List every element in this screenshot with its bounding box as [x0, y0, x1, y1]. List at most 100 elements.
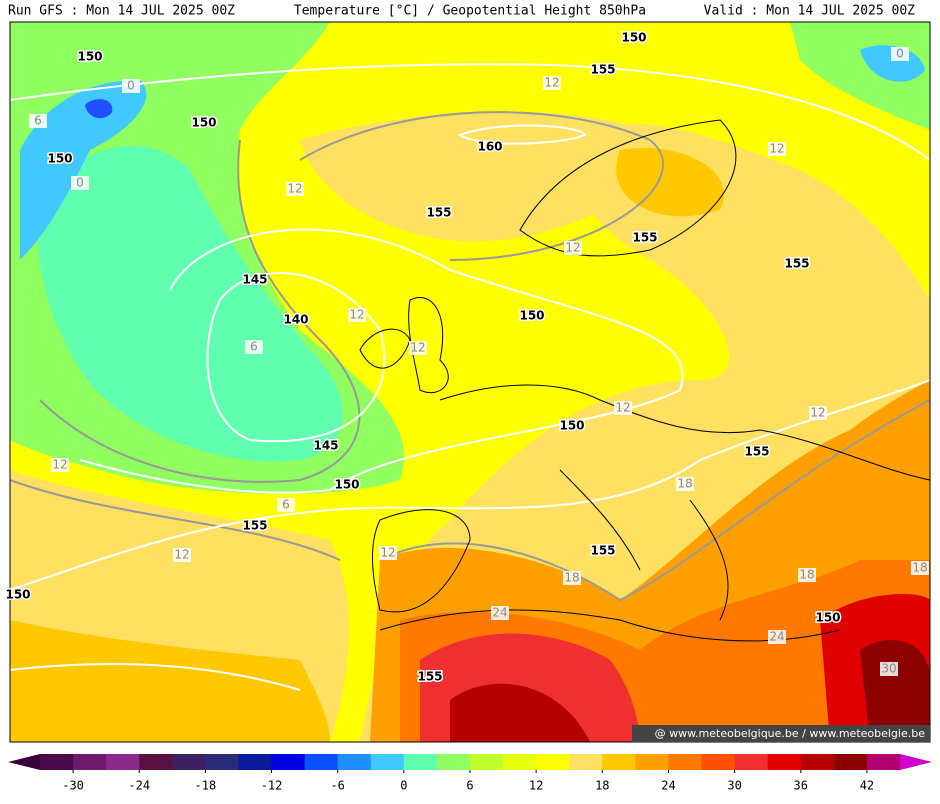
isotherm [10, 479, 341, 561]
temperature-label: 12 [769, 142, 784, 156]
height-contour [79, 228, 684, 494]
temperature-label: 0 [896, 47, 904, 61]
run-label: Run GFS : Mon 14 JUL 2025 00Z [8, 4, 235, 19]
coastline [372, 509, 471, 613]
colorbar-tick-label: 30 [727, 779, 741, 793]
temperature-label: 12 [52, 458, 67, 472]
colorbar-tick-label: 12 [529, 779, 543, 793]
coastline [439, 384, 930, 481]
height-label: 155 [590, 544, 615, 558]
temperature-label: 18 [912, 561, 927, 575]
coastline [359, 328, 411, 369]
height-label: 155 [417, 670, 442, 684]
height-label: 160 [477, 140, 502, 154]
temperature-label: 6 [34, 114, 42, 128]
temperature-label-box [379, 546, 397, 560]
height-contour [10, 663, 301, 691]
height-label: 140 [283, 313, 308, 327]
colorbar-tick-label: -30 [62, 779, 84, 793]
temperature-label: 30 [881, 662, 896, 676]
colorbar-tick-label: 42 [860, 779, 874, 793]
extreme-area-east [860, 640, 930, 742]
height-label: 145 [313, 439, 338, 453]
temperature-label-box [798, 568, 816, 582]
height-contour [206, 272, 386, 443]
cold-area [20, 80, 147, 260]
colorbar: -30 -24 -18 -12 -6 0 6 12 18 24 30 36 42 [8, 754, 932, 793]
height-label: 150 [47, 152, 72, 166]
colorbar-swatch [205, 754, 239, 770]
temperature-label: 24 [769, 630, 784, 644]
isotherm [379, 399, 930, 602]
credit-box [632, 725, 930, 742]
contour-labels: 0 0 6 12 12 0 12 12 12 6 12 12 12 12 18 6 12 12 18 18 18 24 24… [4, 29, 929, 685]
colorbar-swatch [436, 754, 471, 770]
temperature-label-box [122, 79, 140, 93]
warmer-area-scand [616, 148, 724, 217]
map-frame [9, 21, 931, 743]
temperature-label-box [543, 76, 561, 90]
colorbar-swatch [304, 754, 339, 770]
coastline [379, 609, 841, 642]
temperature-label-box [614, 401, 632, 415]
temperature-label: 12 [287, 182, 302, 196]
temperature-label: 12 [174, 548, 189, 562]
temperature-label-box [880, 662, 898, 676]
colorbar-tick-label: -12 [261, 779, 283, 793]
map-title: Temperature [°C] / Geopotential Height 8… [294, 4, 646, 19]
colorbar-swatch [701, 754, 736, 770]
temperature-label: 18 [799, 568, 814, 582]
temperature-label-box [891, 47, 909, 61]
temperature-label: 12 [810, 406, 825, 420]
isotherm [299, 111, 664, 261]
colorbar-tick-label: 36 [794, 779, 808, 793]
temperature-label-box [491, 606, 509, 620]
colorbar-tick-label: 18 [595, 779, 609, 793]
extreme-area [450, 683, 590, 742]
height-label: 155 [784, 257, 809, 271]
colorbar-swatch [866, 754, 901, 770]
colorbar-swatch [668, 754, 703, 770]
credit: @ www.meteobelgique.be / www.meteobelgie… [655, 727, 926, 740]
colorbar-tick-label: 6 [466, 779, 473, 793]
height-label: 155 [632, 231, 657, 245]
colorbar-tick-label: -24 [128, 779, 150, 793]
height-label: 145 [242, 273, 267, 287]
temperature-label-box [277, 498, 295, 512]
height-label: 150 [519, 309, 544, 323]
temperature-label-box [29, 114, 47, 128]
temperature-label: 12 [410, 341, 425, 355]
height-contour [457, 124, 587, 145]
colorbar-swatch [569, 754, 603, 770]
colorbar-low-arrow [8, 754, 40, 770]
temperature-label: 6 [250, 340, 258, 354]
temperature-label-box [286, 182, 304, 196]
colorbar-swatch [271, 754, 306, 770]
temperature-label-box [564, 241, 582, 255]
warmer-area-sw [10, 620, 330, 742]
colorbar-swatch [800, 754, 835, 770]
coastline [519, 119, 737, 257]
colorbar-tick-label: 0 [400, 779, 407, 793]
height-label: 155 [242, 519, 267, 533]
temperature-label: 12 [565, 241, 580, 255]
colorbar-tick-label: -18 [195, 779, 217, 793]
temperature-label-box [348, 308, 366, 322]
temperature-label-box [51, 458, 69, 472]
colorbar-swatch [238, 754, 273, 770]
temperature-label: 0 [76, 176, 84, 190]
cool-area [37, 146, 343, 462]
temperature-label-box [71, 176, 89, 190]
colorbar-swatch [734, 754, 769, 770]
height-label: 150 [77, 50, 102, 64]
colorbar-swatch [73, 754, 107, 770]
temperature-label: 24 [492, 606, 507, 620]
height-label: 150 [621, 31, 646, 45]
colorbar-swatch [635, 754, 669, 770]
colorbar-swatch [602, 754, 636, 770]
temperature-label-box [173, 548, 191, 562]
height-label: 155 [426, 206, 451, 220]
height-label: 155 [590, 63, 615, 77]
temperature-label-box [676, 477, 694, 491]
